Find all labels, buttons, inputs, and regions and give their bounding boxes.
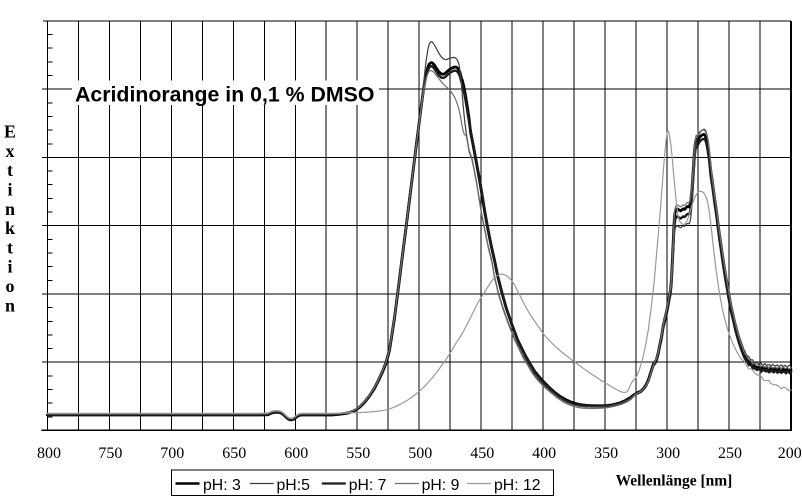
- svg-text:650: 650: [222, 445, 246, 462]
- svg-text:n: n: [5, 295, 15, 315]
- svg-text:Acridinorange in 0,1 % DMSO: Acridinorange in 0,1 % DMSO: [75, 83, 374, 107]
- svg-text:600: 600: [284, 445, 308, 462]
- svg-text:pH: 9: pH: 9: [422, 477, 460, 494]
- svg-text:700: 700: [160, 445, 184, 462]
- svg-text:350: 350: [594, 445, 618, 462]
- svg-text:250: 250: [718, 445, 742, 462]
- svg-text:o: o: [6, 276, 15, 296]
- svg-text:pH: 3: pH: 3: [203, 477, 241, 494]
- svg-text:450: 450: [470, 445, 494, 462]
- svg-text:pH: 12: pH: 12: [494, 477, 541, 494]
- svg-text:500: 500: [408, 445, 432, 462]
- svg-text:i: i: [7, 180, 12, 200]
- svg-text:x: x: [6, 141, 15, 161]
- svg-text:550: 550: [346, 445, 370, 462]
- svg-text:200: 200: [778, 445, 802, 462]
- svg-text:t: t: [7, 160, 13, 180]
- svg-text:pH: 7: pH: 7: [349, 477, 387, 494]
- svg-text:E: E: [4, 122, 16, 142]
- svg-text:n: n: [5, 199, 15, 219]
- svg-text:i: i: [7, 257, 12, 277]
- svg-text:300: 300: [656, 445, 680, 462]
- svg-text:t: t: [7, 237, 13, 257]
- svg-text:800: 800: [37, 445, 61, 462]
- svg-text:750: 750: [98, 445, 122, 462]
- svg-text:k: k: [5, 218, 15, 238]
- svg-text:400: 400: [532, 445, 556, 462]
- svg-text:pH:5: pH:5: [277, 477, 311, 494]
- svg-text:Wellenlänge [nm]: Wellenlänge [nm]: [616, 473, 733, 490]
